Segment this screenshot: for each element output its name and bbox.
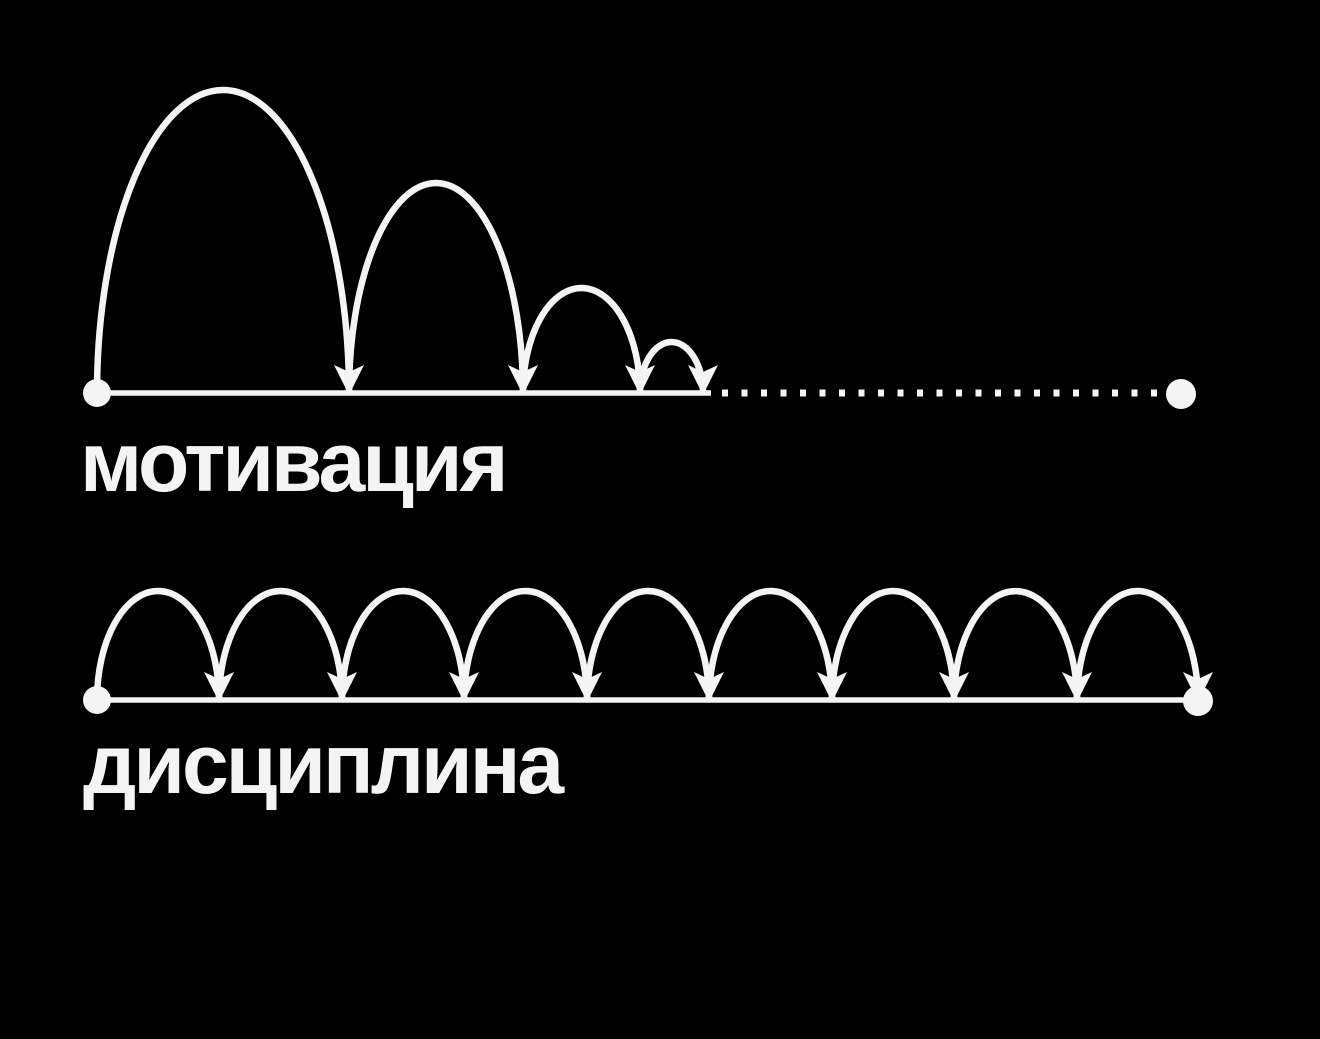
- motivation-bounce-arc: [636, 338, 707, 394]
- motivation-label: мотивация: [80, 415, 509, 509]
- motivation-bounce-arrowhead: [688, 365, 718, 395]
- discipline-bounce-arc: [338, 587, 468, 701]
- discipline-bounce-arc: [950, 587, 1081, 701]
- discipline-bounce-arc: [460, 587, 591, 701]
- motivation-start-dot: [83, 379, 111, 407]
- discipline-bounce-arrowhead: [1062, 672, 1092, 702]
- discipline-bounce-arrowhead: [694, 672, 724, 702]
- motivation-end-dot: [1166, 379, 1196, 409]
- discipline-bounce-arc: [93, 587, 223, 701]
- discipline-bounce-arrowhead: [817, 672, 847, 702]
- discipline-end-dot: [1183, 686, 1213, 716]
- motivation-bounce-arc: [519, 284, 644, 394]
- discipline-bounce-arrowhead: [327, 672, 357, 702]
- motivation-bounce-arrowhead: [334, 365, 364, 395]
- discipline-bounce-arrowhead: [449, 672, 479, 702]
- motivation-bounce-arrowhead: [508, 365, 538, 395]
- discipline-bounce-arrowhead: [572, 672, 602, 702]
- discipline-start-dot: [83, 686, 111, 714]
- discipline-bounce-arc: [1073, 587, 1202, 701]
- motivation-bounce-arc: [93, 86, 353, 394]
- discipline-bounce-arrowhead: [939, 672, 969, 702]
- discipline-bounce-arc: [705, 587, 836, 701]
- motivation-bounce-arrowhead: [625, 365, 655, 395]
- discipline-bounce-arc: [828, 587, 958, 701]
- discipline-bounce-arc: [215, 587, 346, 701]
- discipline-label: дисциплина: [83, 717, 564, 811]
- discipline-bounce-arrowhead: [204, 672, 234, 702]
- motivation-bounce-arc: [345, 179, 527, 394]
- discipline-bounce-arc: [583, 587, 713, 701]
